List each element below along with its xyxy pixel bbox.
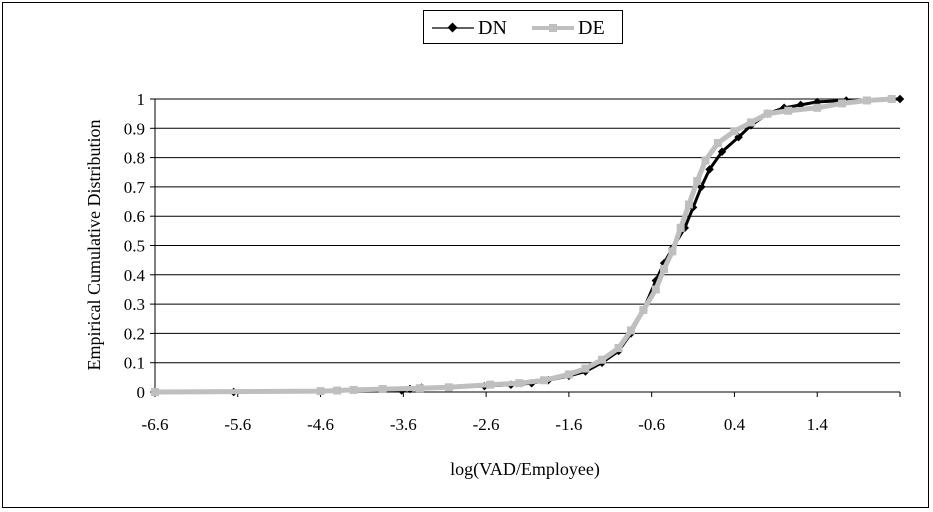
y-tick-label: 0.9 (124, 119, 145, 138)
data-point-de (515, 379, 524, 388)
x-tick-label: -6.6 (142, 415, 169, 434)
data-point-de (614, 344, 623, 353)
data-point-de (444, 383, 453, 392)
data-point-de (730, 127, 739, 136)
y-tick-label: 0 (137, 383, 146, 402)
legend-item-dn: DN (432, 17, 507, 39)
data-point-de (540, 376, 549, 385)
x-tick-label: 0.4 (724, 415, 746, 434)
grid-lines (155, 98, 900, 364)
axes (150, 98, 901, 397)
legend-item-de: DE (532, 17, 605, 39)
y-tick-label: 0.7 (124, 178, 146, 197)
y-axis-title: Empirical Cumulative Distribution (84, 120, 104, 371)
x-tick-label: -1.6 (555, 415, 582, 434)
y-tick-label: 1 (137, 90, 146, 109)
data-point-de (564, 370, 573, 379)
data-point-de (626, 326, 635, 335)
y-tick-label: 0.3 (124, 295, 145, 314)
data-point-de (813, 103, 822, 112)
y-tick-label: 0.5 (124, 237, 145, 256)
data-point-de (763, 109, 772, 118)
data-point-de (316, 387, 325, 396)
data-point-de (838, 99, 847, 108)
data-point-de (887, 95, 896, 103)
y-tick-label: 0.1 (124, 354, 145, 373)
x-tick-label: -2.6 (473, 415, 500, 434)
data-point-de (486, 380, 495, 389)
data-point-de (333, 386, 342, 395)
data-point-de (862, 96, 871, 105)
data-point-de (151, 388, 159, 396)
data-point-de (713, 138, 722, 147)
x-tick-label: -3.6 (390, 415, 417, 434)
x-axis-title: log(VAD/Employee) (450, 459, 600, 480)
y-tick-label: 0.2 (124, 324, 145, 343)
data-point-dn (717, 147, 727, 156)
data-point-de (668, 247, 677, 256)
x-tick-label: -0.6 (638, 415, 665, 434)
data-point-de (378, 385, 387, 394)
data-point-de (701, 156, 710, 165)
legend-label-dn: DN (478, 17, 507, 39)
data-point-dn (895, 94, 905, 104)
data-point-de (349, 385, 358, 394)
x-tick-labels: -6.6 -5.6 -4.6 -3.6 -2.6 -1.6 -0.6 0.4 1.4 (142, 415, 829, 434)
data-point-de (693, 177, 702, 186)
data-point-de (660, 264, 669, 273)
data-point-de (581, 364, 590, 373)
series-de (151, 95, 896, 396)
legend-marker-de (549, 24, 557, 32)
y-tick-label: 0.8 (124, 149, 145, 168)
data-point-de (784, 106, 793, 115)
data-point-de (747, 118, 755, 127)
series-layer (151, 94, 905, 397)
data-point-de (639, 305, 648, 314)
y-tick-labels: 0 0.1 0.2 0.3 0.4 0.5 0.6 0.7 0.8 0.9 1 (124, 90, 146, 402)
data-point-de (651, 285, 660, 294)
data-point-de (598, 355, 606, 364)
legend-marker-dn (447, 22, 458, 33)
legend: DN DE (423, 10, 623, 44)
data-point-de (415, 384, 424, 393)
x-tick-label: 1.4 (807, 415, 829, 434)
data-point-de (684, 200, 693, 209)
y-tick-label: 0.4 (124, 266, 146, 285)
data-point-de (676, 223, 685, 232)
x-tick-label: -4.6 (307, 415, 334, 434)
x-tick-label: -5.6 (224, 415, 251, 434)
legend-label-de: DE (578, 17, 605, 39)
y-tick-label: 0.6 (124, 207, 145, 226)
